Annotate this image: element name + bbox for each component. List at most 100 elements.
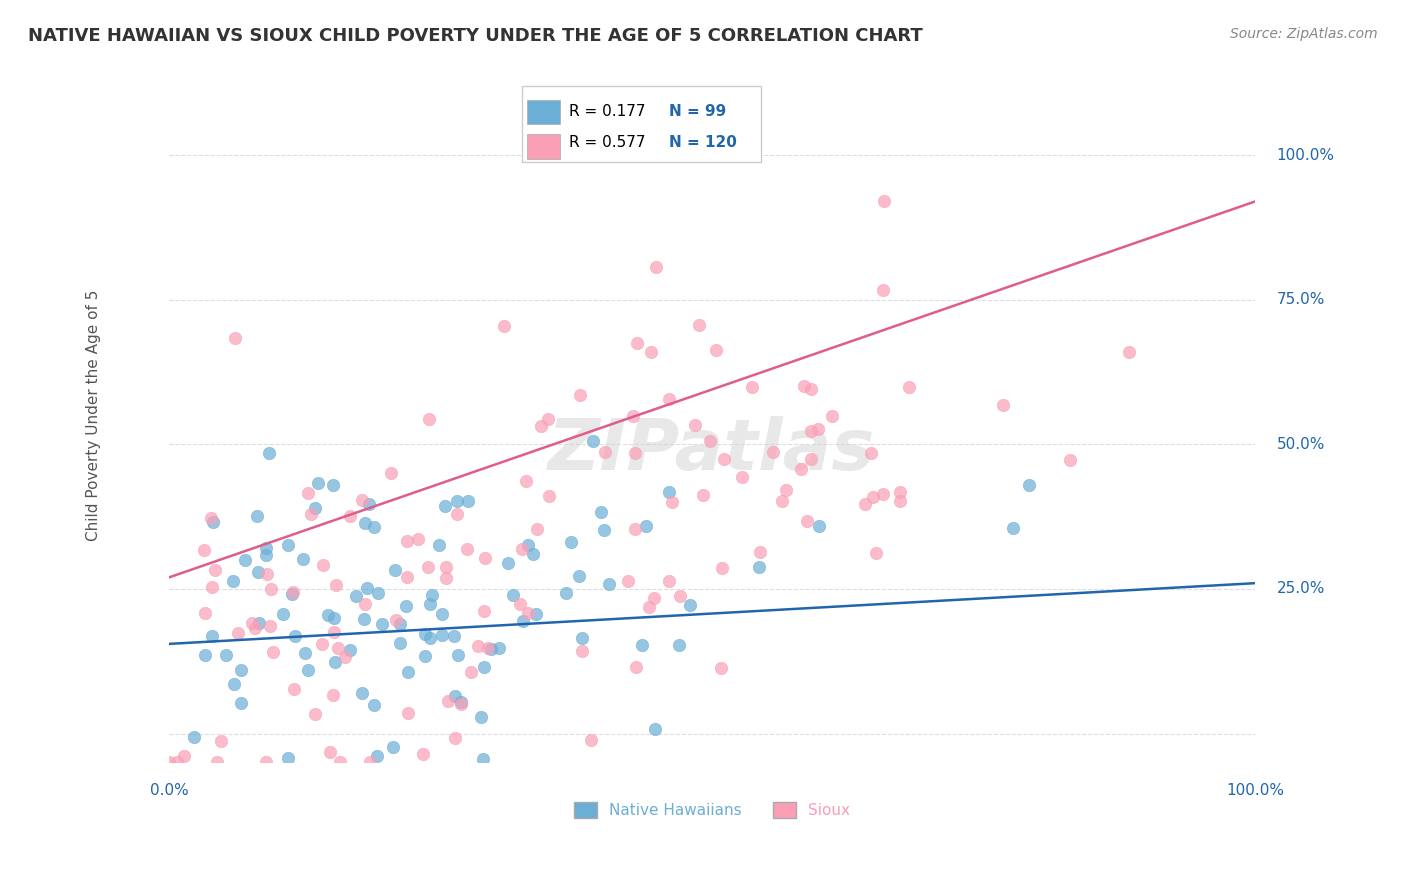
Sioux — [297, 486, 319, 500]
Native Hawaiians — [644, 723, 666, 737]
Native Hawaiians — [350, 686, 373, 700]
Native Hawaiians — [522, 547, 544, 561]
Sioux — [243, 621, 266, 635]
Native Hawaiians — [395, 599, 418, 613]
Native Hawaiians — [229, 696, 252, 710]
Native Hawaiians — [363, 520, 385, 534]
Sioux — [640, 345, 662, 359]
Sioux — [200, 511, 222, 525]
Sioux — [862, 490, 884, 504]
Sioux — [865, 546, 887, 560]
Native Hawaiians — [356, 581, 378, 595]
Native Hawaiians — [571, 632, 593, 646]
Text: NATIVE HAWAIIAN VS SIOUX CHILD POVERTY UNDER THE AGE OF 5 CORRELATION CHART: NATIVE HAWAIIAN VS SIOUX CHILD POVERTY U… — [28, 27, 922, 45]
Native Hawaiians — [446, 494, 468, 508]
Sioux — [638, 600, 661, 615]
Text: Child Poverty Under the Age of 5: Child Poverty Under the Age of 5 — [86, 290, 101, 541]
Sioux — [699, 434, 721, 448]
Native Hawaiians — [254, 549, 277, 563]
Sioux — [710, 661, 733, 675]
Native Hawaiians — [322, 478, 344, 492]
Native Hawaiians — [457, 494, 479, 508]
Text: ZIPatlas: ZIPatlas — [548, 416, 876, 484]
Sioux — [793, 379, 815, 393]
Native Hawaiians — [288, 772, 311, 787]
Native Hawaiians — [277, 751, 299, 765]
Native Hawaiians — [339, 643, 361, 657]
Native Hawaiians — [384, 563, 406, 577]
Native Hawaiians — [277, 538, 299, 552]
Sioux — [204, 563, 226, 577]
Native Hawaiians — [381, 739, 404, 754]
Sioux — [860, 446, 883, 460]
Native Hawaiians — [668, 639, 690, 653]
Sioux — [477, 640, 499, 655]
Sioux — [304, 707, 326, 722]
Sioux — [352, 493, 374, 508]
Sioux — [658, 392, 681, 407]
Native Hawaiians — [363, 698, 385, 713]
Sioux — [166, 756, 188, 770]
Sioux — [872, 487, 894, 501]
Native Hawaiians — [433, 499, 456, 513]
Sioux — [396, 533, 419, 548]
FancyBboxPatch shape — [522, 86, 761, 162]
Sioux — [510, 542, 533, 557]
Sioux — [436, 694, 458, 708]
Native Hawaiians — [472, 659, 495, 673]
Sioux — [692, 488, 714, 502]
Sioux — [626, 335, 648, 350]
Native Hawaiians — [388, 636, 411, 650]
Native Hawaiians — [271, 607, 294, 622]
Native Hawaiians — [321, 772, 343, 787]
Sioux — [472, 604, 495, 618]
Native Hawaiians — [183, 731, 205, 745]
Native Hawaiians — [420, 772, 443, 787]
Sioux — [412, 747, 434, 761]
Native Hawaiians — [589, 505, 612, 519]
Sioux — [593, 445, 616, 459]
Native Hawaiians — [488, 640, 510, 655]
Sioux — [617, 574, 640, 589]
Sioux — [173, 749, 195, 764]
Native Hawaiians — [344, 589, 367, 603]
Sioux — [434, 571, 457, 585]
Sioux — [395, 569, 418, 583]
Sioux — [474, 550, 496, 565]
Sioux — [800, 382, 823, 396]
Native Hawaiians — [555, 586, 578, 600]
Sioux — [396, 706, 419, 721]
Sioux — [800, 424, 823, 438]
Native Hawaiians — [808, 519, 831, 533]
Sioux — [467, 639, 489, 653]
Native Hawaiians — [560, 535, 582, 549]
Text: N = 120: N = 120 — [669, 136, 737, 150]
Sioux — [157, 756, 180, 770]
Sioux — [385, 614, 408, 628]
Sioux — [335, 649, 357, 664]
Sioux — [322, 688, 344, 702]
Native Hawaiians — [221, 574, 243, 588]
Native Hawaiians — [658, 484, 681, 499]
Text: 100.0%: 100.0% — [1226, 782, 1284, 797]
Native Hawaiians — [233, 553, 256, 567]
Sioux — [579, 733, 602, 747]
Native Hawaiians — [354, 516, 377, 530]
Native Hawaiians — [229, 663, 252, 677]
Native Hawaiians — [280, 772, 302, 787]
Native Hawaiians — [222, 677, 245, 691]
Sioux — [299, 507, 322, 521]
Native Hawaiians — [294, 646, 316, 660]
Text: 50.0%: 50.0% — [1277, 437, 1324, 452]
Sioux — [325, 578, 347, 592]
Sioux — [460, 665, 482, 679]
Sioux — [800, 452, 823, 467]
Native Hawaiians — [1002, 521, 1025, 535]
Sioux — [434, 560, 457, 574]
Sioux — [329, 756, 352, 770]
Sioux — [193, 542, 215, 557]
Native Hawaiians — [419, 597, 441, 611]
Sioux — [897, 379, 920, 393]
Sioux — [446, 508, 468, 522]
Native Hawaiians — [413, 626, 436, 640]
